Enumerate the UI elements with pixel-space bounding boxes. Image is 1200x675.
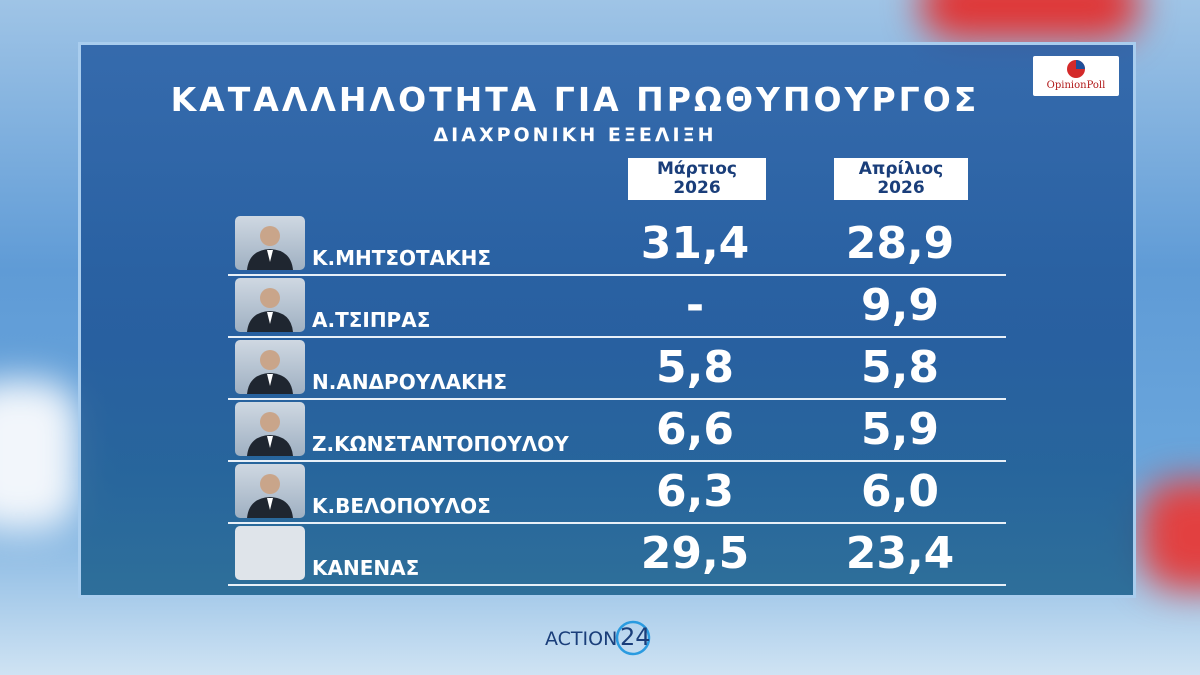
column-header-line: 2026 [673,178,721,198]
value: 28,9 [845,218,955,269]
value: 5,8 [861,342,939,393]
row-separator [228,584,1006,586]
photo [235,340,305,394]
logo-icon [1067,60,1085,78]
value: 5,8 [656,342,734,393]
value: 31,4 [640,218,750,269]
logo-text: OpinionPoll [1046,80,1106,91]
row-name: ΚΑΝΕΝΑΣ [312,556,420,580]
bg-shape [1140,480,1200,590]
photo [235,464,305,518]
bg-shape [0,380,80,530]
portrait [247,412,293,456]
portrait [247,350,293,394]
value: 5,9 [861,404,939,455]
pollster-logo: OpinionPoll [1033,56,1119,96]
photo [235,216,305,270]
channel-name: ACTION [545,628,618,650]
row-name: Α.ΤΣΙΠΡΑΣ [312,308,431,332]
value: 6,0 [861,466,939,517]
channel-ring [615,620,651,656]
column-header: Απρίλιος 2026 [834,158,968,200]
value: 23,4 [845,528,955,579]
row-separator [228,460,1006,462]
row-name: Ν.ΑΝΔΡΟΥΛΑΚΗΣ [312,370,508,394]
row-separator [228,274,1006,276]
portrait [247,474,293,518]
row-separator [228,336,1006,338]
portrait [247,288,293,332]
row-separator [228,522,1006,524]
channel-logo: ACTION 24 [545,620,665,660]
column-header-line: Απρίλιος [858,159,944,179]
column-header-line: Μάρτιος [657,159,737,179]
subtitle: ΔΙΑΧΡΟΝΙΚΗ ΕΞΕΛΙΞΗ [433,124,717,146]
photo [235,526,305,580]
row-name: Κ.ΒΕΛΟΠΟΥΛΟΣ [312,494,491,518]
column-header: Μάρτιος 2026 [628,158,766,200]
portrait [247,226,293,270]
title: ΚΑΤΑΛΛΗΛΟΤΗΤΑ ΓΙΑ ΠΡΩΘΥΠΟΥΡΓΟΣ [170,80,980,119]
value: - [685,280,705,331]
value: 6,6 [656,404,734,455]
channel-number: 24 [620,623,651,651]
column-header-line: 2026 [877,178,925,198]
row-name: Κ.ΜΗΤΣΟΤΑΚΗΣ [312,246,492,270]
value: 6,3 [656,466,734,517]
photo [235,278,305,332]
photo [235,402,305,456]
row-separator [228,398,1006,400]
bg-shape [920,0,1140,40]
value: 29,5 [640,528,750,579]
row-name: Ζ.ΚΩΝΣΤΑΝΤΟΠΟΥΛΟΥ [312,432,569,456]
value: 9,9 [861,280,939,331]
